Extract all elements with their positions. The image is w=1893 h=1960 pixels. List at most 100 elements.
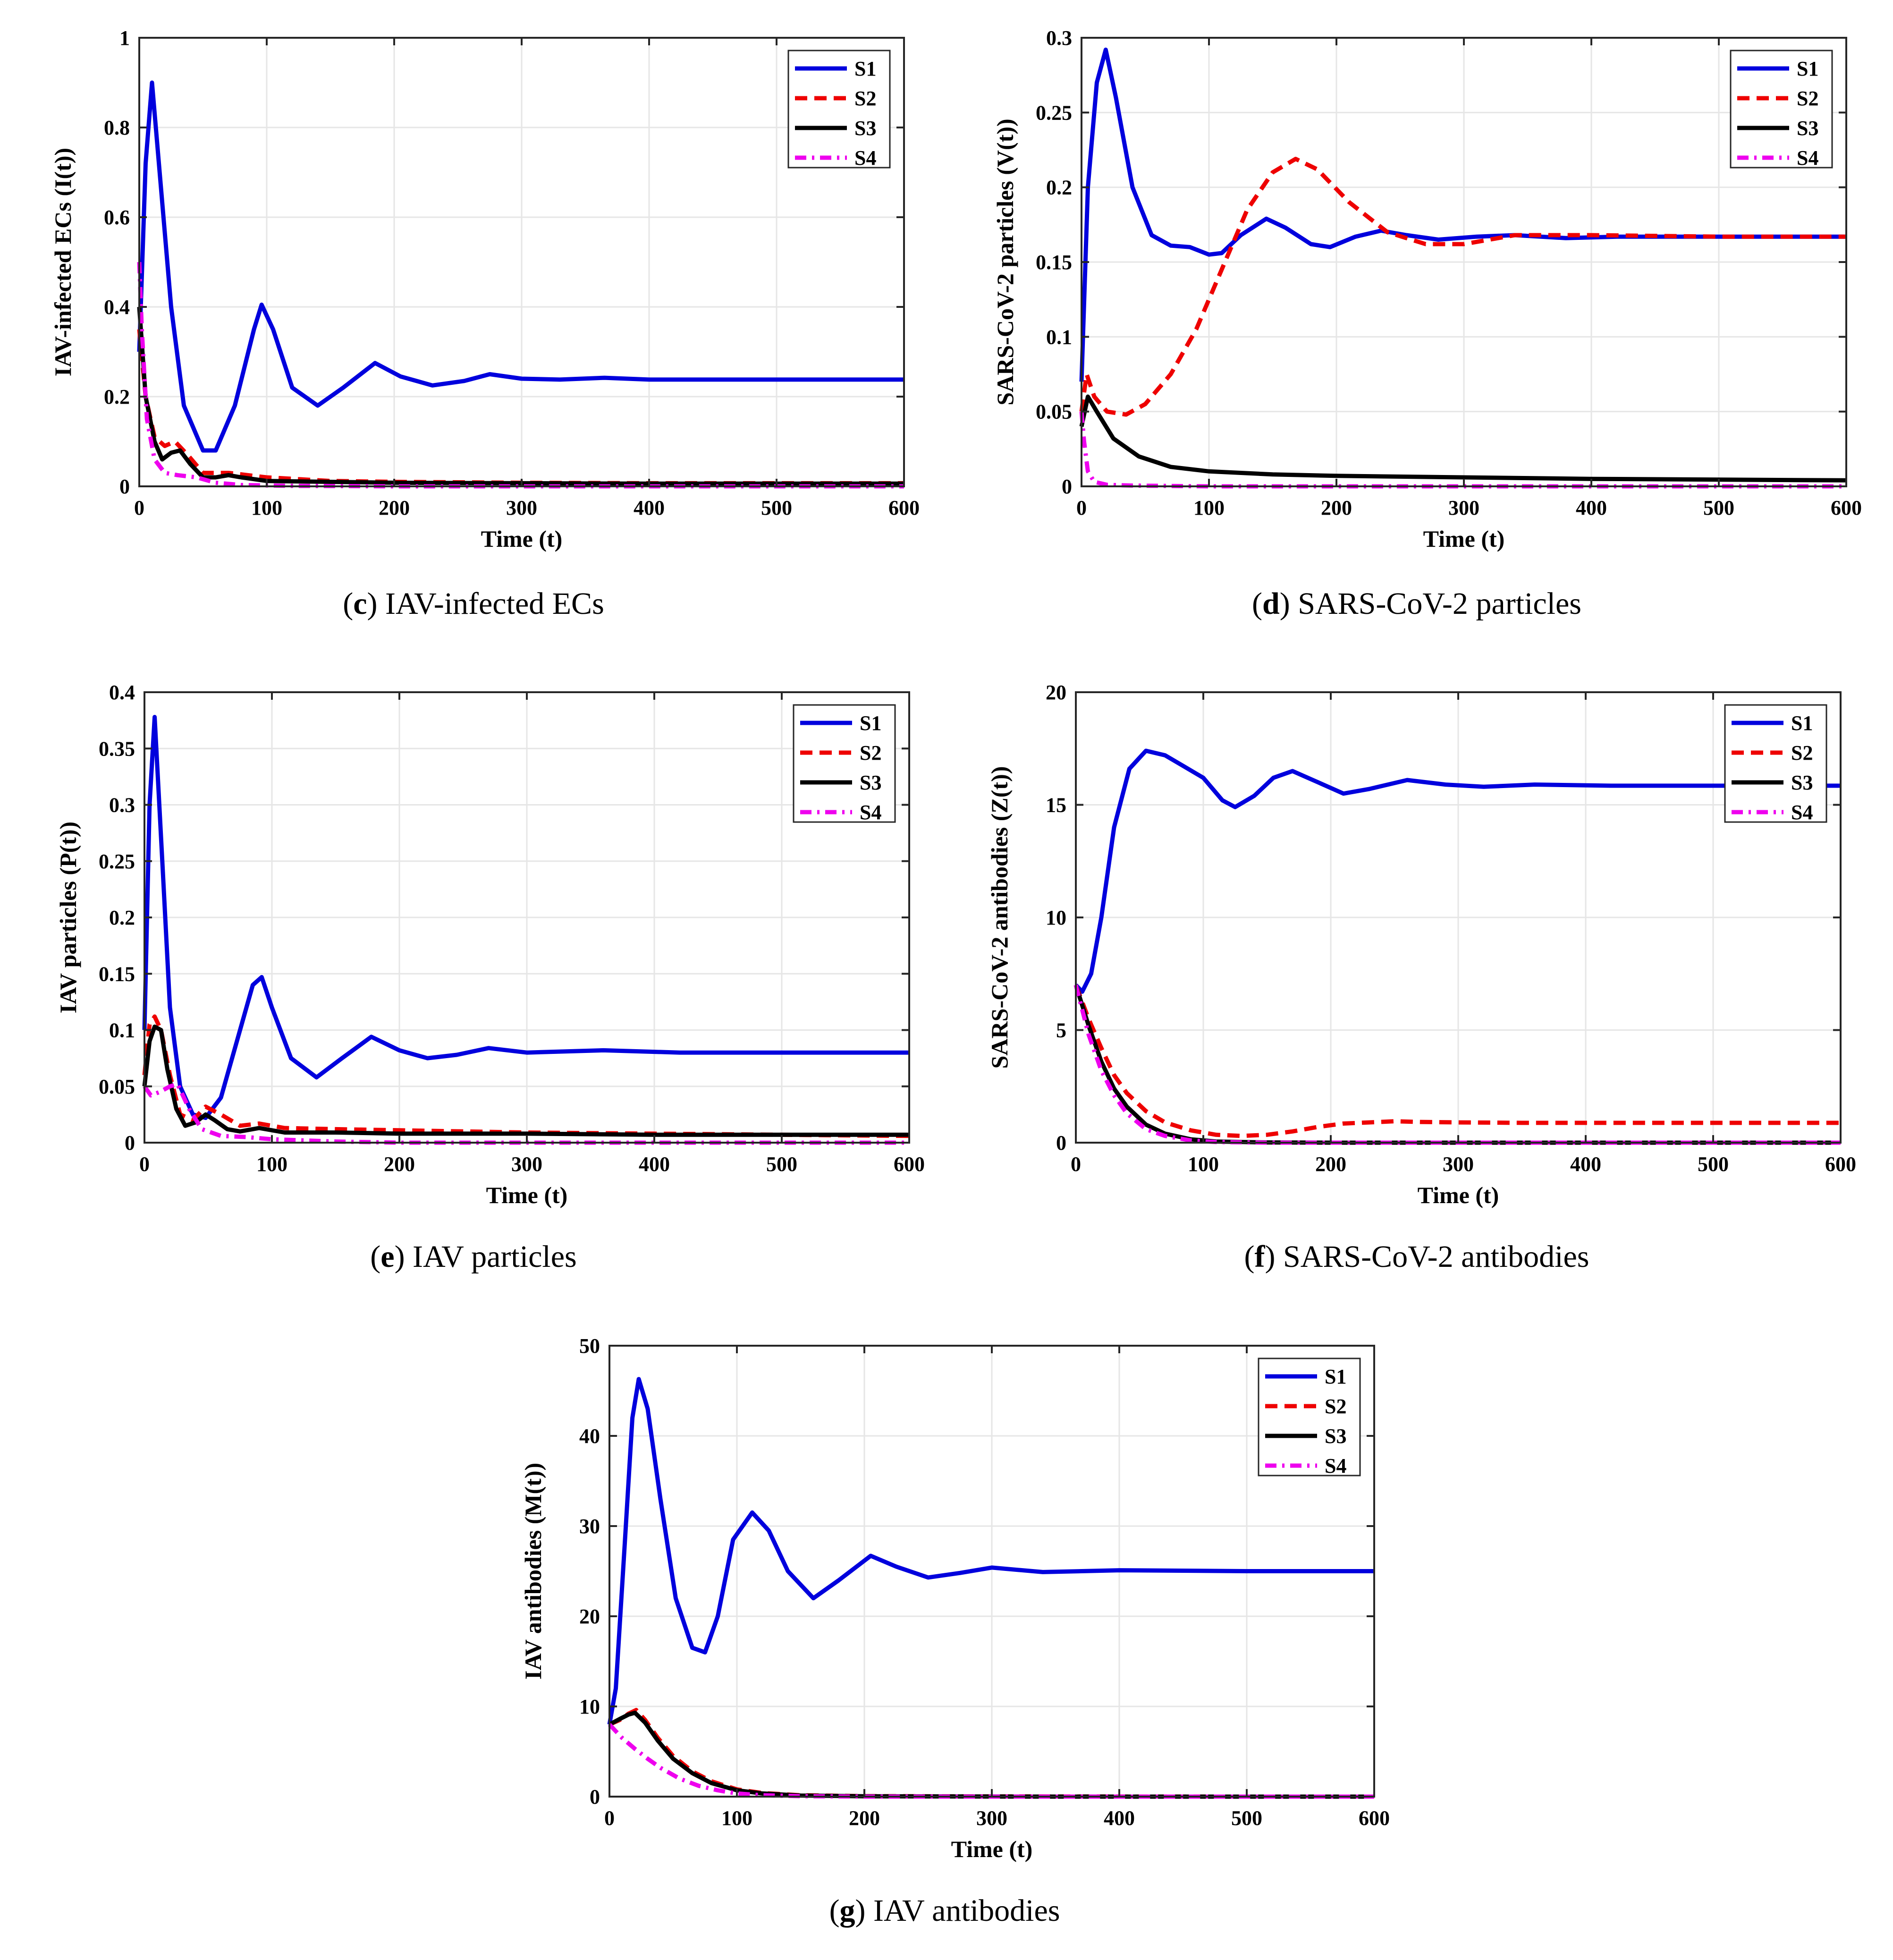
panel-caption: (d) SARS-CoV-2 particles — [1252, 586, 1581, 621]
y-tick-label: 0.6 — [104, 206, 130, 229]
caption-open-paren: ( — [1252, 586, 1262, 621]
x-tick-label: 300 — [506, 496, 537, 519]
x-tick-label: 300 — [1448, 496, 1479, 519]
x-tick-label: 100 — [251, 496, 282, 519]
series-line-s1 — [1074, 748, 1841, 994]
x-tick-label: 0 — [134, 496, 144, 519]
x-tick-label: 300 — [511, 1153, 542, 1176]
panel-c: 0 100 200 300 400 500 600 0 0.2 0.4 0.6 0.8 1 Time (t… — [50, 26, 920, 621]
x-tick-label: 600 — [1825, 1153, 1856, 1176]
series-line-s2 — [137, 329, 904, 485]
y-tick-label: 5 — [1056, 1019, 1066, 1042]
y-axis-label: IAV-infected ECs (I(t)) — [50, 148, 76, 376]
panel-g: 0 100 200 300 400 500 600 0 10 20 30 40 50 Time (t) IA… — [520, 1334, 1390, 1928]
x-tick-label: 200 — [1315, 1153, 1346, 1176]
legend-label-s4: S4 — [1325, 1454, 1346, 1477]
series-line-s4 — [1079, 411, 1846, 489]
legend-label-s4: S4 — [854, 146, 876, 170]
x-tick-label: 600 — [894, 1153, 925, 1176]
legend-label-s4: S4 — [860, 801, 881, 824]
x-tick-label: 0 — [139, 1153, 150, 1176]
y-tick-label: 0.05 — [99, 1075, 135, 1098]
caption-letter: d — [1262, 586, 1280, 621]
y-tick-label: 0 — [1062, 475, 1072, 498]
caption-open-paren: ( — [370, 1239, 380, 1274]
x-tick-label: 500 — [761, 496, 792, 519]
x-axis-label: Time (t) — [486, 1182, 568, 1208]
series-line-s4 — [608, 1723, 1374, 1799]
panel-caption: (g) IAV antibodies — [829, 1893, 1060, 1928]
legend-label-s1: S1 — [860, 712, 881, 735]
x-tick-label: 100 — [1193, 496, 1225, 519]
caption-letter: g — [840, 1893, 855, 1928]
caption-close-paren: ) — [395, 1239, 413, 1274]
y-tick-label: 0 — [1056, 1131, 1066, 1154]
y-tick-label: 0.2 — [109, 906, 135, 929]
x-axis-label: Time (t) — [951, 1836, 1033, 1862]
x-tick-label: 500 — [1703, 496, 1734, 519]
legend-label-s3: S3 — [854, 117, 876, 140]
y-tick-label: 0.4 — [109, 681, 135, 704]
legend-label-s1: S1 — [1791, 712, 1813, 735]
caption-close-paren: ) — [1265, 1239, 1283, 1274]
y-tick-label: 0.25 — [1036, 101, 1072, 124]
legend-label-s4: S4 — [1797, 146, 1818, 170]
caption-open-paren: ( — [343, 586, 353, 621]
legend-label-s2: S2 — [860, 741, 881, 764]
x-tick-label: 200 — [379, 496, 410, 519]
caption-open-paren: ( — [1244, 1239, 1255, 1274]
series-line-s1 — [137, 80, 904, 453]
x-tick-label: 400 — [639, 1153, 670, 1176]
y-tick-label: 40 — [579, 1425, 600, 1448]
caption-letter: e — [380, 1239, 394, 1274]
x-axis-label: Time (t) — [1418, 1182, 1499, 1208]
y-tick-label: 0.3 — [109, 794, 135, 817]
panel-f: 0 100 200 300 400 500 600 0 5 10 15 20 Time (t) SARS-… — [986, 681, 1856, 1274]
legend-label-s3: S3 — [1325, 1425, 1346, 1448]
legend-label-s2: S2 — [1325, 1395, 1346, 1418]
y-tick-label: 1 — [119, 26, 130, 50]
x-tick-label: 600 — [1359, 1807, 1390, 1830]
legend-label-s4: S4 — [1791, 801, 1813, 824]
legend-label-s3: S3 — [1791, 771, 1813, 794]
legend-label-s1: S1 — [1797, 57, 1818, 80]
caption-text: SARS-CoV-2 antibodies — [1283, 1239, 1589, 1274]
y-axis-label: SARS-CoV-2 antibodies (Z(t)) — [986, 766, 1013, 1069]
series-line-s1 — [1079, 47, 1846, 382]
series-line-s2 — [1079, 157, 1846, 417]
legend-label-s2: S2 — [1791, 741, 1813, 764]
y-tick-label: 0.05 — [1036, 400, 1072, 424]
x-tick-label: 600 — [1831, 496, 1862, 519]
x-tick-label: 600 — [888, 496, 920, 519]
panel-e: 0 100 200 300 400 500 600 0 0.05 0.1 0.15 0.2 0.25 0.… — [55, 681, 925, 1274]
x-tick-label: 400 — [1570, 1153, 1601, 1176]
series-line-s1 — [607, 1377, 1374, 1725]
y-tick-label: 0 — [119, 475, 130, 498]
y-tick-label: 0.2 — [104, 385, 130, 408]
x-tick-label: 200 — [849, 1807, 880, 1830]
caption-letter: f — [1255, 1239, 1266, 1274]
y-axis-label: IAV particles (P(t)) — [55, 822, 81, 1013]
y-tick-label: 10 — [1046, 906, 1066, 929]
x-tick-label: 500 — [1231, 1807, 1262, 1830]
y-tick-label: 50 — [579, 1334, 600, 1358]
y-tick-label: 0.25 — [99, 850, 135, 873]
x-tick-label: 200 — [1321, 496, 1352, 519]
caption-letter: c — [353, 586, 367, 621]
x-tick-label: 400 — [1104, 1807, 1135, 1830]
series-line-s2 — [1073, 984, 1841, 1138]
caption-close-paren: ) — [1280, 586, 1298, 621]
y-tick-label: 0 — [125, 1131, 135, 1154]
x-tick-label: 100 — [721, 1807, 752, 1830]
y-tick-label: 20 — [1046, 681, 1066, 704]
caption-text: IAV antibodies — [873, 1893, 1060, 1928]
legend-label-s3: S3 — [1797, 117, 1818, 140]
caption-close-paren: ) — [855, 1893, 873, 1928]
legend: S1 S2 S3 S4 — [1730, 50, 1833, 170]
x-tick-label: 100 — [256, 1153, 287, 1176]
y-tick-label: 0.8 — [104, 116, 130, 139]
panel-caption: (f) SARS-CoV-2 antibodies — [1244, 1239, 1589, 1274]
caption-text: SARS-CoV-2 particles — [1298, 586, 1581, 621]
x-tick-label: 0 — [1076, 496, 1087, 519]
